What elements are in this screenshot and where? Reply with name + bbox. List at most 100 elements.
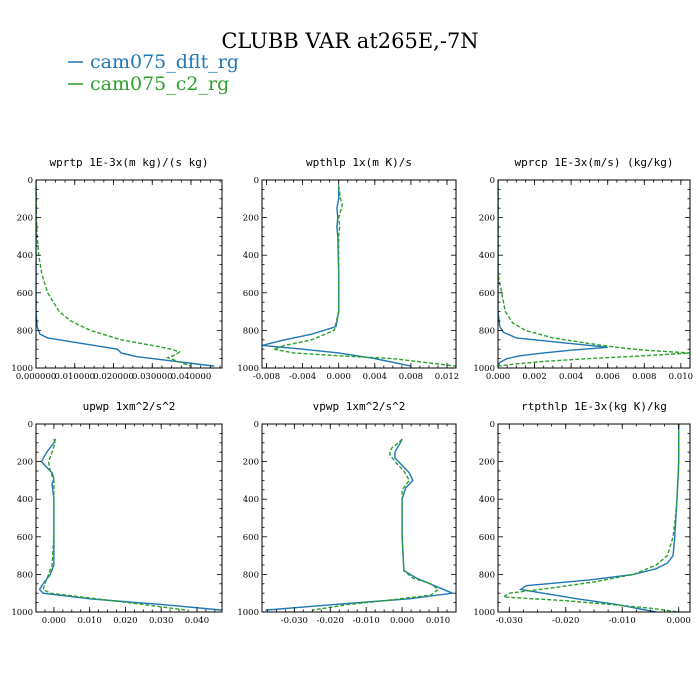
panels: wprtp 1E-3x(m kg)/(s kg) 0 200 400 600 800 100…	[11, 156, 693, 626]
y-tick-label: 800	[479, 570, 495, 580]
y-tick-label: 800	[243, 570, 259, 580]
x-tick-label: 0.006	[596, 372, 620, 382]
x-tick-label: 0.004	[559, 372, 583, 382]
series-line-c2	[498, 180, 690, 367]
y-tick-label: 0	[490, 420, 495, 430]
plot-frame	[35, 423, 223, 613]
x-tick-label: 0.030	[149, 616, 173, 626]
y-tick-label: 400	[243, 495, 259, 505]
panel-0: wprtp 1E-3x(m kg)/(s kg) 0 200 400 600 800 100…	[11, 156, 223, 382]
y-tick-label: 400	[17, 251, 33, 261]
y-tick-label: 600	[17, 289, 33, 299]
x-tick-label: 0.010	[669, 372, 693, 382]
x-tick-label: 0.008	[632, 372, 656, 382]
y-tick-label: 200	[479, 214, 495, 224]
x-tick-label: -0.010	[353, 616, 380, 626]
y-tick-label: 600	[243, 289, 259, 299]
x-tick-label: -0.030	[496, 616, 523, 626]
y-tick-label: 0	[28, 176, 33, 186]
y-tick-label: 600	[479, 289, 495, 299]
x-tick-label: 0.040	[185, 616, 209, 626]
x-tick-label: -0.010	[609, 616, 636, 626]
legend: cam075_dflt_rg cam075_c2_rg	[68, 51, 239, 95]
series-line-dflt	[262, 185, 412, 367]
plot-frame	[497, 423, 691, 613]
x-tick-label: -0.004	[289, 372, 316, 382]
x-tick-label: 0.000	[486, 372, 510, 382]
y-tick-label: 600	[243, 533, 259, 543]
series-line-dflt	[498, 180, 608, 367]
x-tick-label: 0.020000	[93, 372, 134, 382]
panel-title: wpthlp 1x(m K)/s	[306, 156, 412, 169]
y-tick-label: 0	[28, 420, 33, 430]
series-line-c2	[501, 424, 680, 612]
x-tick-label: 0.010	[426, 616, 450, 626]
legend-label-c2: cam075_c2_rg	[90, 73, 229, 95]
figure-title: CLUBB VAR at265E,-7N	[221, 29, 478, 53]
y-tick-label: 0	[490, 176, 495, 186]
y-tick-label: 200	[17, 214, 33, 224]
y-tick-label: 400	[479, 495, 495, 505]
x-tick-label: 0.000	[327, 372, 351, 382]
series-line-dflt	[38, 438, 222, 611]
y-tick-label: 1000	[237, 608, 259, 618]
panel-title: wprcp 1E-3x(m/s) (kg/kg)	[515, 156, 674, 169]
plot-frame	[497, 179, 691, 369]
x-tick-label: 0.000	[42, 616, 66, 626]
x-tick-label: 0.010	[77, 616, 101, 626]
x-tick-label: 0.000	[390, 616, 414, 626]
x-tick-label: 0.008	[399, 372, 423, 382]
x-tick-label: 0.004	[363, 372, 387, 382]
panel-title: wprtp 1E-3x(m kg)/(s kg)	[50, 156, 209, 169]
y-tick-label: 200	[479, 458, 495, 468]
x-tick-label: 0.000	[667, 616, 691, 626]
y-tick-label: 400	[479, 251, 495, 261]
panel-title: rtpthlp 1E-3x(kg K)/kg	[521, 400, 667, 413]
panel-1: wpthlp 1x(m K)/s 0 200 400 600 800 1000-0.008-…	[237, 156, 459, 382]
y-tick-label: 800	[243, 326, 259, 336]
x-tick-label: 0.000000	[16, 372, 57, 382]
x-tick-label: 0.002	[522, 372, 546, 382]
series-line-c2	[312, 438, 440, 611]
x-tick-label: 0.012	[435, 372, 459, 382]
y-tick-label: 0	[254, 176, 259, 186]
y-tick-label: 1000	[11, 608, 33, 618]
panel-3: upwp 1xm^2/s^2 0 200 400 600 800 1000 0.000 0.01…	[11, 400, 223, 626]
y-tick-label: 400	[17, 495, 33, 505]
x-tick-label: 0.040000	[171, 372, 212, 382]
plot-frame	[35, 179, 223, 369]
panel-2: wprcp 1E-3x(m/s) (kg/kg) 0 200 400 600 800 100…	[473, 156, 693, 382]
y-tick-label: 0	[254, 420, 259, 430]
series-line-dflt	[518, 424, 680, 612]
y-tick-label: 1000	[11, 364, 33, 374]
series-line-c2	[42, 438, 187, 611]
x-tick-label: -0.008	[253, 372, 280, 382]
x-tick-label: 0.020	[113, 616, 137, 626]
y-tick-label: 800	[17, 570, 33, 580]
y-tick-label: 800	[479, 326, 495, 336]
legend-label-dflt: cam075_dflt_rg	[90, 51, 239, 73]
plot-frame	[261, 423, 457, 613]
y-tick-label: 400	[243, 251, 259, 261]
y-tick-label: 600	[17, 533, 33, 543]
y-tick-label: 1000	[473, 608, 495, 618]
panel-4: vpwp 1xm^2/s^2 0 200 400 600 800 1000 -0.030 -0.…	[237, 400, 457, 626]
series-line-c2	[271, 185, 456, 367]
y-tick-label: 600	[479, 533, 495, 543]
y-tick-label: 800	[17, 326, 33, 336]
x-tick-label: -0.030	[281, 616, 308, 626]
panel-title: upwp 1xm^2/s^2	[83, 400, 176, 413]
y-tick-label: 200	[17, 458, 33, 468]
panel-title: vpwp 1xm^2/s^2	[313, 400, 406, 413]
series-line-c2	[36, 180, 192, 367]
x-tick-label: 0.030000	[132, 372, 173, 382]
panel-5: rtpthlp 1E-3x(kg K)/kg02004006008001000-…	[473, 400, 691, 626]
x-tick-label: -0.020	[317, 616, 344, 626]
x-tick-label: -0.020	[552, 616, 579, 626]
y-tick-label: 200	[243, 458, 259, 468]
plot-frame	[261, 179, 457, 369]
y-tick-label: 1000	[473, 364, 495, 374]
series-line-dflt	[36, 180, 215, 367]
y-tick-label: 200	[243, 214, 259, 224]
